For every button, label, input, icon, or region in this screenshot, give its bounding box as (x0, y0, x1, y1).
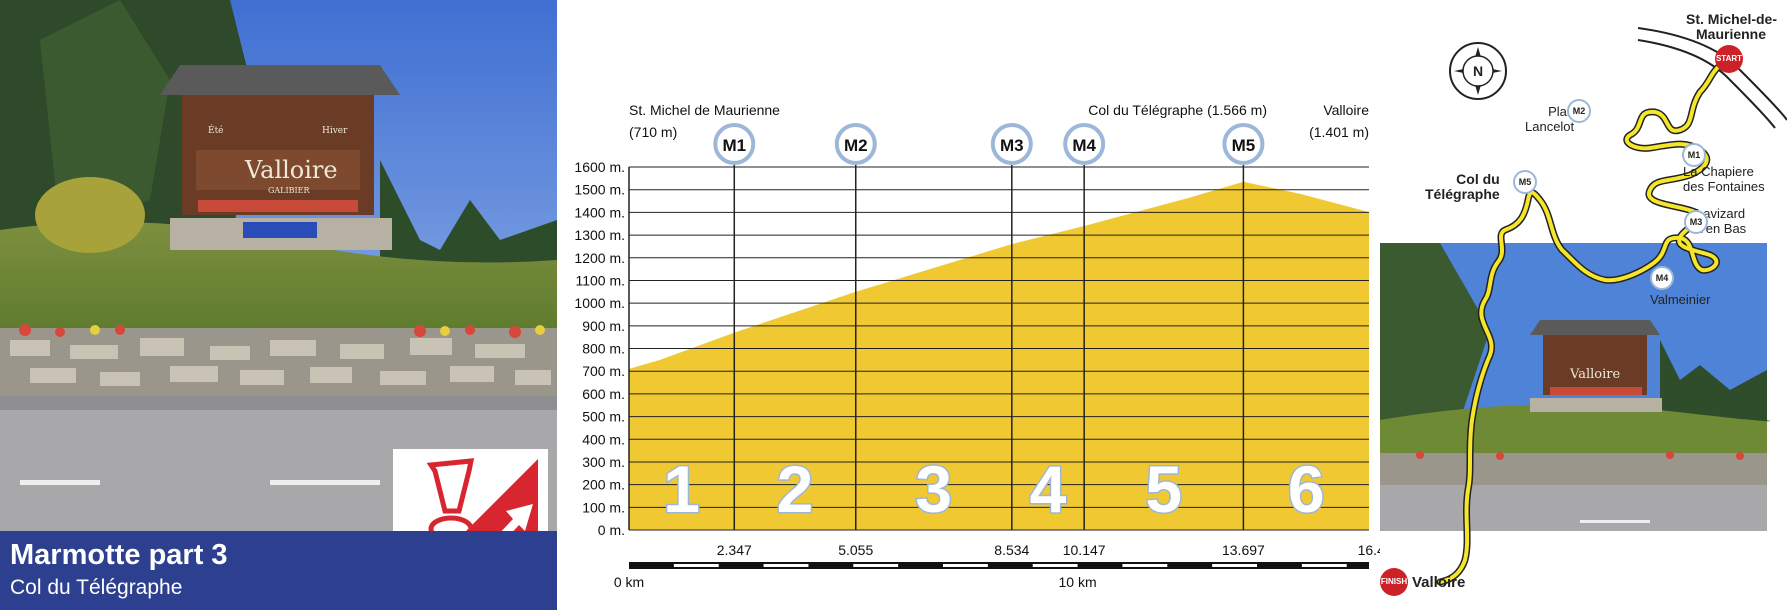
finish-annotation: Valloire (1323, 102, 1369, 118)
marker-badge-label: M5 (1232, 136, 1256, 155)
y-tick-label: 800 m. (582, 341, 625, 357)
marker-km-label: 13.697 (1222, 542, 1265, 558)
km-scale-segment (942, 564, 988, 567)
km-scale-segment (1301, 564, 1347, 567)
y-tick-label: 1100 m. (575, 272, 625, 288)
y-tick-label: 1400 m. (574, 204, 625, 220)
map-badge-m5: M5 (1513, 170, 1537, 194)
sign-valloire-text: Valloire (244, 156, 338, 184)
km-scale-segment (673, 564, 719, 567)
marker-badge (713, 123, 756, 165)
marker-badge (1063, 123, 1106, 165)
summit-annotation: Col du Télégraphe (1.566 m) (1088, 102, 1267, 118)
marker-badge-label: M3 (1000, 136, 1024, 155)
compass-icon: N (1449, 42, 1507, 100)
svg-text:N: N (1473, 63, 1483, 79)
y-tick-label: 900 m. (582, 318, 625, 334)
km-scale-segment (1122, 564, 1168, 567)
km-scale-segment (1212, 564, 1257, 567)
route-line (1438, 58, 1730, 584)
svg-text:Valloire: Valloire (1569, 367, 1620, 382)
km-scale-segment (1032, 564, 1078, 567)
elevation-profile-chart: 0 m. 100 m. 200 m. 300 m. 400 m. 500 m. 600 m.… (574, 102, 1380, 590)
map-badge-m3: M3 (1684, 210, 1708, 234)
y-tick-label: 1500 m. (574, 182, 625, 198)
panel-subtitle: Col du Télégraphe (10, 576, 183, 599)
marker-badge (1222, 123, 1265, 165)
y-tick-label: 1600 m. (574, 159, 625, 175)
svg-text:GALIBIER: GALIBIER (268, 186, 311, 195)
place-label-valmeinier: Valmeinier (1650, 292, 1711, 307)
start-elevation-annotation: (710 m) (629, 124, 677, 140)
km-scale-segment (763, 564, 809, 567)
marker-badge (990, 123, 1033, 165)
km-scale-label: 10 km (1059, 574, 1097, 590)
marker-km-label: 8.534 (994, 542, 1029, 558)
finish-town-label: Valloire (1412, 574, 1466, 591)
marker-badge (834, 123, 877, 165)
y-tick-label: 1000 m. (574, 295, 625, 311)
title-banner: Marmotte part 3 Col du Télégraphe (0, 531, 557, 610)
route-map-panel: Valloire N START FINISH St. Michel-de- Ma… (1380, 0, 1787, 610)
km-scale-segment (853, 564, 899, 567)
place-label-lavizard: Lavizard d'en Bas (1696, 206, 1747, 236)
marker-km-label: 10.147 (1063, 542, 1106, 558)
start-town-label: St. Michel-de- Maurienne (1686, 11, 1778, 42)
marker-km-label: 2.347 (717, 542, 752, 558)
y-tick-label: 300 m. (582, 454, 625, 470)
finish-elevation-annotation: (1.401 m) (1309, 124, 1369, 140)
y-tick-label: 500 m. (582, 409, 625, 425)
km-scale-label: 0 km (614, 574, 644, 590)
marker-km-label: 5.055 (838, 542, 873, 558)
y-tick-label: 600 m. (582, 386, 625, 402)
y-tick-label: 1200 m. (574, 250, 625, 266)
section-number: 5 (1145, 452, 1182, 526)
y-tick-label: 400 m. (582, 431, 625, 447)
start-marker: START (1715, 45, 1743, 73)
y-tick-label: 100 m. (582, 499, 625, 515)
map-badge-m4: M4 (1650, 266, 1674, 290)
section-number: 6 (1288, 452, 1325, 526)
y-tick-label: 1300 m. (574, 227, 625, 243)
section-number: 3 (915, 452, 952, 526)
y-tick-label: 200 m. (582, 477, 625, 493)
inset-photo: Valloire (1380, 243, 1771, 531)
km-scale-bar (629, 562, 1369, 569)
y-tick-label: 0 m. (598, 522, 625, 538)
elevation-area (629, 181, 1369, 530)
place-label-la-chapiere: La Chapiere des Fontaines (1683, 164, 1765, 194)
section-number: 4 (1030, 452, 1067, 526)
map-badge-m2: M2 (1567, 99, 1591, 123)
marker-badge-label: M4 (1072, 136, 1096, 155)
end-km-label: 16.497 (1358, 542, 1380, 558)
valloire-photo-panel: Valloire GALIBIER Été Hiver (0, 0, 557, 610)
start-annotation: St. Michel de Maurienne (629, 102, 780, 118)
marker-badge-label: M1 (722, 136, 746, 155)
finish-marker: FINISH (1380, 568, 1408, 596)
section-number: 1 (663, 452, 700, 526)
y-tick-label: 700 m. (582, 363, 625, 379)
route-map: Valloire N (1380, 27, 1787, 586)
svg-text:Été: Été (208, 124, 224, 136)
map-badge-m1: M1 (1682, 143, 1706, 167)
panel-title: Marmotte part 3 (10, 539, 228, 571)
col-label: Col du Télégraphe (1425, 171, 1500, 202)
svg-text:Hiver: Hiver (322, 126, 348, 136)
marker-badge-label: M2 (844, 136, 868, 155)
section-number: 2 (777, 452, 814, 526)
